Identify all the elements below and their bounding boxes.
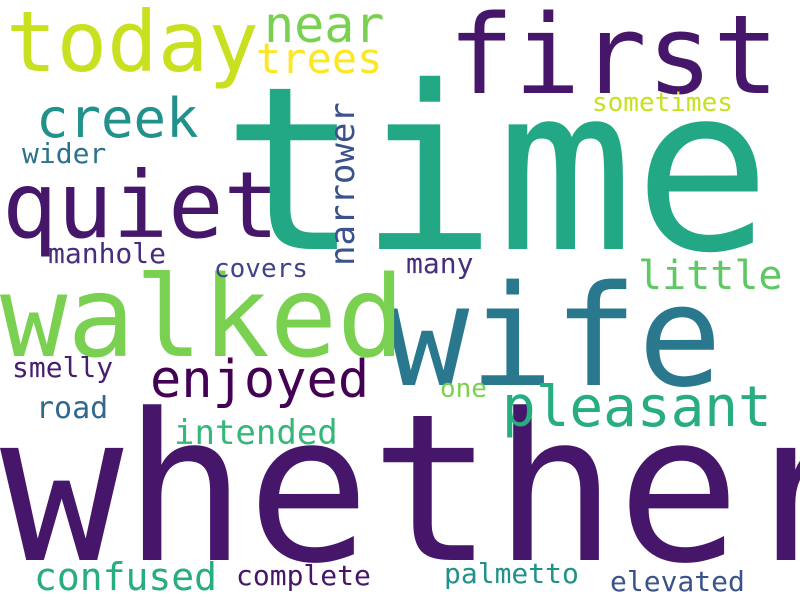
word-walked: walked — [0, 253, 405, 383]
word-one: one — [440, 374, 487, 404]
word-wife: wife — [385, 256, 723, 419]
word-road: road — [36, 391, 109, 426]
word-trees: trees — [256, 34, 383, 83]
word-narrower: narrower — [323, 102, 363, 266]
word-today: today — [6, 0, 259, 91]
word-enjoyed: enjoyed — [150, 350, 370, 410]
word-complete: complete — [236, 559, 371, 592]
word-covers: covers — [214, 254, 308, 284]
word-palmetto: palmetto — [444, 557, 579, 590]
word-near: near — [264, 0, 385, 54]
word-little: little — [638, 253, 783, 299]
word-first: first — [448, 0, 780, 119]
word-quiet: quiet — [2, 152, 279, 259]
word-wider: wider — [22, 137, 107, 170]
word-time: time — [222, 37, 772, 303]
word-manhole: manhole — [48, 237, 167, 270]
word-confused: confused — [34, 555, 218, 599]
word-elevated: elevated — [610, 565, 745, 598]
word-intended: intended — [174, 413, 338, 453]
word-many: many — [406, 247, 474, 280]
word-creek: creek — [36, 87, 199, 150]
word-whether: whether — [0, 371, 800, 600]
word-smelly: smelly — [12, 351, 114, 384]
word-pleasant: pleasant — [502, 375, 772, 440]
word-sometimes: sometimes — [592, 88, 733, 118]
